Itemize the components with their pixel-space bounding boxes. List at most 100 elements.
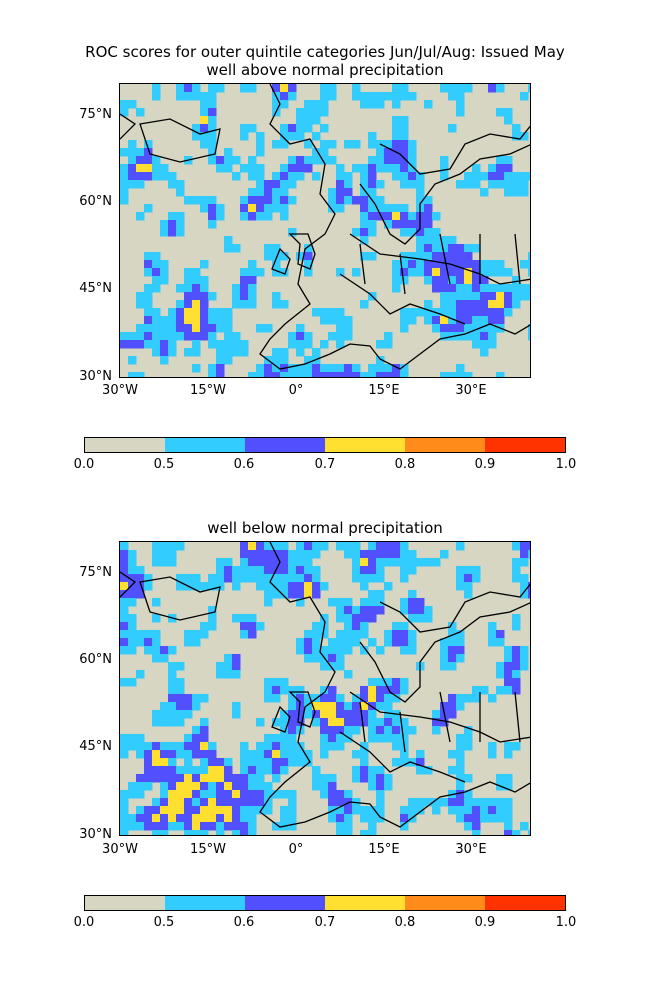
heatmap-cell	[264, 180, 273, 189]
heatmap-cell	[528, 324, 530, 333]
heatmap-cell	[288, 590, 297, 599]
heatmap-cell	[120, 638, 129, 647]
heatmap-cell	[520, 284, 529, 293]
heatmap-cell	[152, 774, 161, 783]
heatmap-cell	[320, 364, 329, 373]
heatmap-cell	[280, 268, 289, 277]
heatmap-cell	[240, 212, 249, 221]
heatmap-cell	[160, 646, 169, 655]
heatmap-cell	[424, 606, 433, 615]
heatmap-cell	[448, 92, 457, 101]
heatmap-cell	[128, 156, 137, 165]
heatmap-cell	[160, 340, 169, 349]
heatmap-cell	[376, 204, 385, 213]
heatmap-cell	[304, 758, 313, 767]
heatmap-cell	[208, 100, 217, 109]
heatmap-cell	[520, 260, 529, 269]
heatmap-cell	[472, 798, 481, 807]
heatmap-cell	[160, 766, 169, 775]
heatmap-cell	[272, 252, 281, 261]
heatmap-cell	[416, 196, 425, 205]
heatmap-cell	[232, 774, 241, 783]
heatmap-cell	[312, 702, 321, 711]
heatmap-cell	[384, 364, 393, 373]
heatmap-cell	[136, 814, 145, 823]
heatmap-cell	[464, 814, 473, 823]
heatmap-cell	[200, 766, 209, 775]
heatmap-cell	[344, 622, 353, 631]
heatmap-cell	[120, 340, 129, 349]
heatmap-cell	[408, 156, 417, 165]
heatmap-cell	[240, 348, 249, 357]
heatmap-cell	[496, 798, 505, 807]
heatmap-cell	[456, 694, 465, 703]
heatmap-cell	[480, 806, 489, 815]
heatmap-cell	[160, 542, 169, 551]
heatmap-cell	[264, 550, 273, 559]
heatmap-cell	[424, 100, 433, 109]
heatmap-cell	[240, 574, 249, 583]
heatmap-cell	[248, 550, 257, 559]
heatmap-cell	[336, 638, 345, 647]
heatmap-cell	[160, 228, 169, 237]
heatmap-cell	[328, 646, 337, 655]
heatmap-cell	[264, 790, 273, 799]
coastline-path	[339, 273, 466, 325]
heatmap-cell	[456, 84, 465, 93]
heatmap-cell	[168, 750, 177, 759]
heatmap-cell	[352, 750, 361, 759]
heatmap-cell	[488, 742, 497, 751]
heatmap-cell	[144, 268, 153, 277]
heatmap-cell	[256, 798, 265, 807]
heatmap-cell	[464, 244, 473, 253]
heatmap-cell	[256, 268, 265, 277]
heatmap-cell	[328, 782, 337, 791]
heatmap-cell	[280, 734, 289, 743]
heatmap-cell	[464, 582, 473, 591]
heatmap-cell	[528, 550, 530, 559]
heatmap-cell	[184, 316, 193, 325]
heatmap-cell	[352, 550, 361, 559]
heatmap-cell	[320, 790, 329, 799]
heatmap-cell	[272, 348, 281, 357]
heatmap-cell	[512, 622, 521, 631]
coastline-path	[120, 113, 137, 140]
heatmap-cell	[304, 694, 313, 703]
heatmap-cell	[192, 750, 201, 759]
heatmap-cell	[504, 300, 513, 309]
heatmap-cell	[264, 196, 273, 205]
heatmap-cell	[504, 654, 513, 663]
heatmap-cell	[328, 694, 337, 703]
heatmap-cell	[400, 220, 409, 229]
heatmap-cell	[168, 702, 177, 711]
heatmap-cell	[312, 654, 321, 663]
heatmap-cell	[336, 180, 345, 189]
heatmap-cell	[392, 734, 401, 743]
heatmap-cell	[312, 582, 321, 591]
heatmap-cell	[168, 782, 177, 791]
heatmap-cell	[192, 638, 201, 647]
heatmap-cell	[480, 276, 489, 285]
heatmap-cell	[480, 172, 489, 181]
heatmap-cell	[144, 324, 153, 333]
heatmap-cell	[352, 164, 361, 173]
heatmap-cell	[400, 308, 409, 317]
heatmap-cell	[216, 574, 225, 583]
heatmap-cell	[288, 92, 297, 101]
heatmap-cell	[160, 324, 169, 333]
heatmap-cell	[192, 300, 201, 309]
heatmap-cell	[280, 100, 289, 109]
heatmap-cell	[264, 324, 273, 333]
heatmap-cell	[200, 742, 209, 751]
heatmap-cell	[192, 790, 201, 799]
heatmap-cell	[480, 686, 489, 695]
heatmap-cell	[368, 180, 377, 189]
heatmap-cell	[392, 630, 401, 639]
heatmap-cell	[344, 550, 353, 559]
heatmap-cell	[256, 806, 265, 815]
heatmap-cell	[360, 702, 369, 711]
heatmap-cell	[128, 590, 137, 599]
heatmap-cell	[208, 148, 217, 157]
heatmap-cell	[440, 156, 449, 165]
heatmap-cell	[448, 324, 457, 333]
